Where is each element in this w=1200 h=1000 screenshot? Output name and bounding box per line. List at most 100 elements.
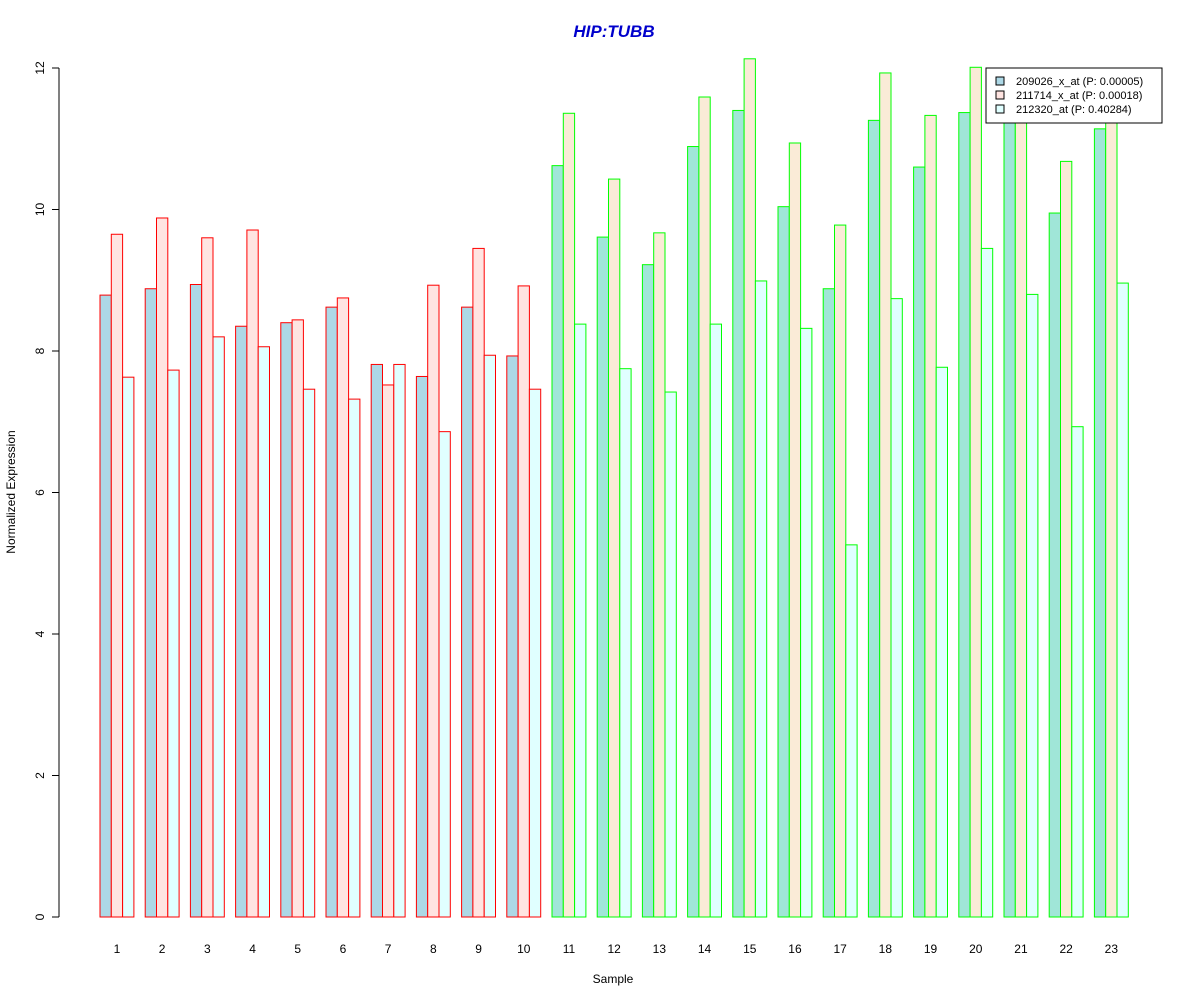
bar — [574, 323, 587, 918]
bar — [709, 323, 723, 918]
legend-swatch — [995, 90, 1005, 100]
y-tick-label: 0 — [33, 913, 47, 920]
bar — [370, 363, 384, 918]
bar — [958, 112, 971, 918]
bar — [1105, 106, 1118, 918]
x-tick-label: 12 — [607, 942, 621, 956]
y-tick-label: 12 — [33, 61, 47, 75]
legend-entry: 209026_x_at (P: 0.00005) — [1016, 76, 1143, 88]
x-tick-label: 10 — [517, 942, 531, 956]
bar — [438, 431, 451, 918]
bar — [1060, 160, 1073, 918]
y-tick-label: 2 — [33, 772, 47, 779]
bar — [619, 368, 632, 918]
bar — [641, 264, 655, 918]
bar — [698, 96, 711, 918]
bar — [348, 398, 361, 918]
y-tick-label: 10 — [33, 203, 47, 217]
legend-entry: 212320_at (P: 0.40284) — [1016, 104, 1132, 116]
y-axis: 0 2 4 6 8 10 12 — [33, 61, 60, 920]
x-tick-label: 5 — [294, 942, 301, 956]
bar — [845, 544, 858, 918]
bar — [427, 284, 440, 918]
bar — [99, 294, 112, 918]
x-axis-label: Sample — [593, 972, 634, 986]
bar — [110, 233, 124, 918]
legend-swatch — [995, 76, 1005, 86]
bar — [1071, 426, 1084, 918]
bar — [1116, 282, 1129, 918]
legend: 209026_x_at (P: 0.00005) 211714_x_at (P: … — [985, 67, 1163, 124]
x-tick-label: 9 — [475, 942, 482, 956]
bar — [325, 306, 338, 918]
y-axis-label: Normalized Expression — [4, 430, 18, 553]
bar — [653, 232, 666, 918]
bar — [743, 58, 756, 918]
bar — [924, 114, 937, 918]
x-tick-label: 11 — [563, 942, 576, 956]
bar — [664, 391, 677, 918]
bar — [189, 283, 203, 918]
bar — [1014, 88, 1028, 918]
bar — [415, 375, 429, 918]
bars-group — [99, 58, 1129, 918]
x-tick-label: 3 — [204, 942, 211, 956]
x-tick-label: 13 — [653, 942, 667, 956]
bar — [980, 247, 994, 918]
bar — [461, 306, 474, 918]
bar — [754, 280, 768, 918]
x-tick-label: 20 — [969, 942, 983, 956]
x-tick-label: 6 — [340, 942, 347, 956]
bar — [551, 165, 564, 918]
bar — [867, 119, 881, 918]
bar — [596, 236, 610, 918]
bar — [1048, 212, 1061, 918]
bar — [890, 298, 903, 918]
x-tick-labels: 1 2 3 4 5 6 7 8 9 10 11 12 13 14 15 16 17 18 19 20 21 22 23 — [114, 942, 1119, 956]
y-tick-label: 6 — [33, 489, 47, 496]
bar — [800, 327, 813, 918]
bar — [562, 112, 576, 918]
bar — [879, 72, 892, 918]
bar — [822, 288, 836, 918]
bar — [156, 217, 169, 918]
bar — [483, 354, 497, 918]
bar — [302, 388, 316, 918]
legend-box — [985, 67, 1163, 124]
x-tick-label: 15 — [743, 942, 757, 956]
bar — [280, 322, 293, 918]
x-tick-label: 4 — [249, 942, 256, 956]
x-tick-label: 8 — [430, 942, 437, 956]
bar — [1026, 293, 1039, 918]
bar — [732, 109, 745, 918]
bar — [969, 66, 982, 918]
bar — [1093, 128, 1107, 918]
bar — [834, 224, 847, 918]
x-tick-label: 1 — [114, 942, 121, 956]
bar — [291, 319, 304, 918]
x-tick-label: 22 — [1059, 942, 1073, 956]
x-tick-label: 23 — [1105, 942, 1119, 956]
bar — [913, 166, 926, 918]
x-tick-label: 18 — [879, 942, 893, 956]
bar — [235, 325, 248, 918]
x-tick-label: 17 — [833, 942, 847, 956]
bar — [608, 178, 621, 918]
x-tick-label: 14 — [698, 942, 712, 956]
legend-entry: 211714_x_at (P: 0.00018) — [1016, 90, 1142, 102]
x-tick-label: 21 — [1014, 942, 1028, 956]
bar — [517, 285, 530, 918]
bar — [472, 247, 485, 918]
bar — [122, 376, 135, 918]
bar — [257, 346, 271, 918]
bar — [393, 363, 406, 918]
bar — [788, 142, 802, 918]
bar — [336, 297, 350, 918]
bar — [1003, 117, 1016, 918]
y-tick-label: 8 — [33, 347, 47, 354]
bar — [777, 206, 790, 918]
legend-swatch — [995, 104, 1005, 114]
x-tick-label: 16 — [788, 942, 802, 956]
x-tick-label: 19 — [924, 942, 938, 956]
